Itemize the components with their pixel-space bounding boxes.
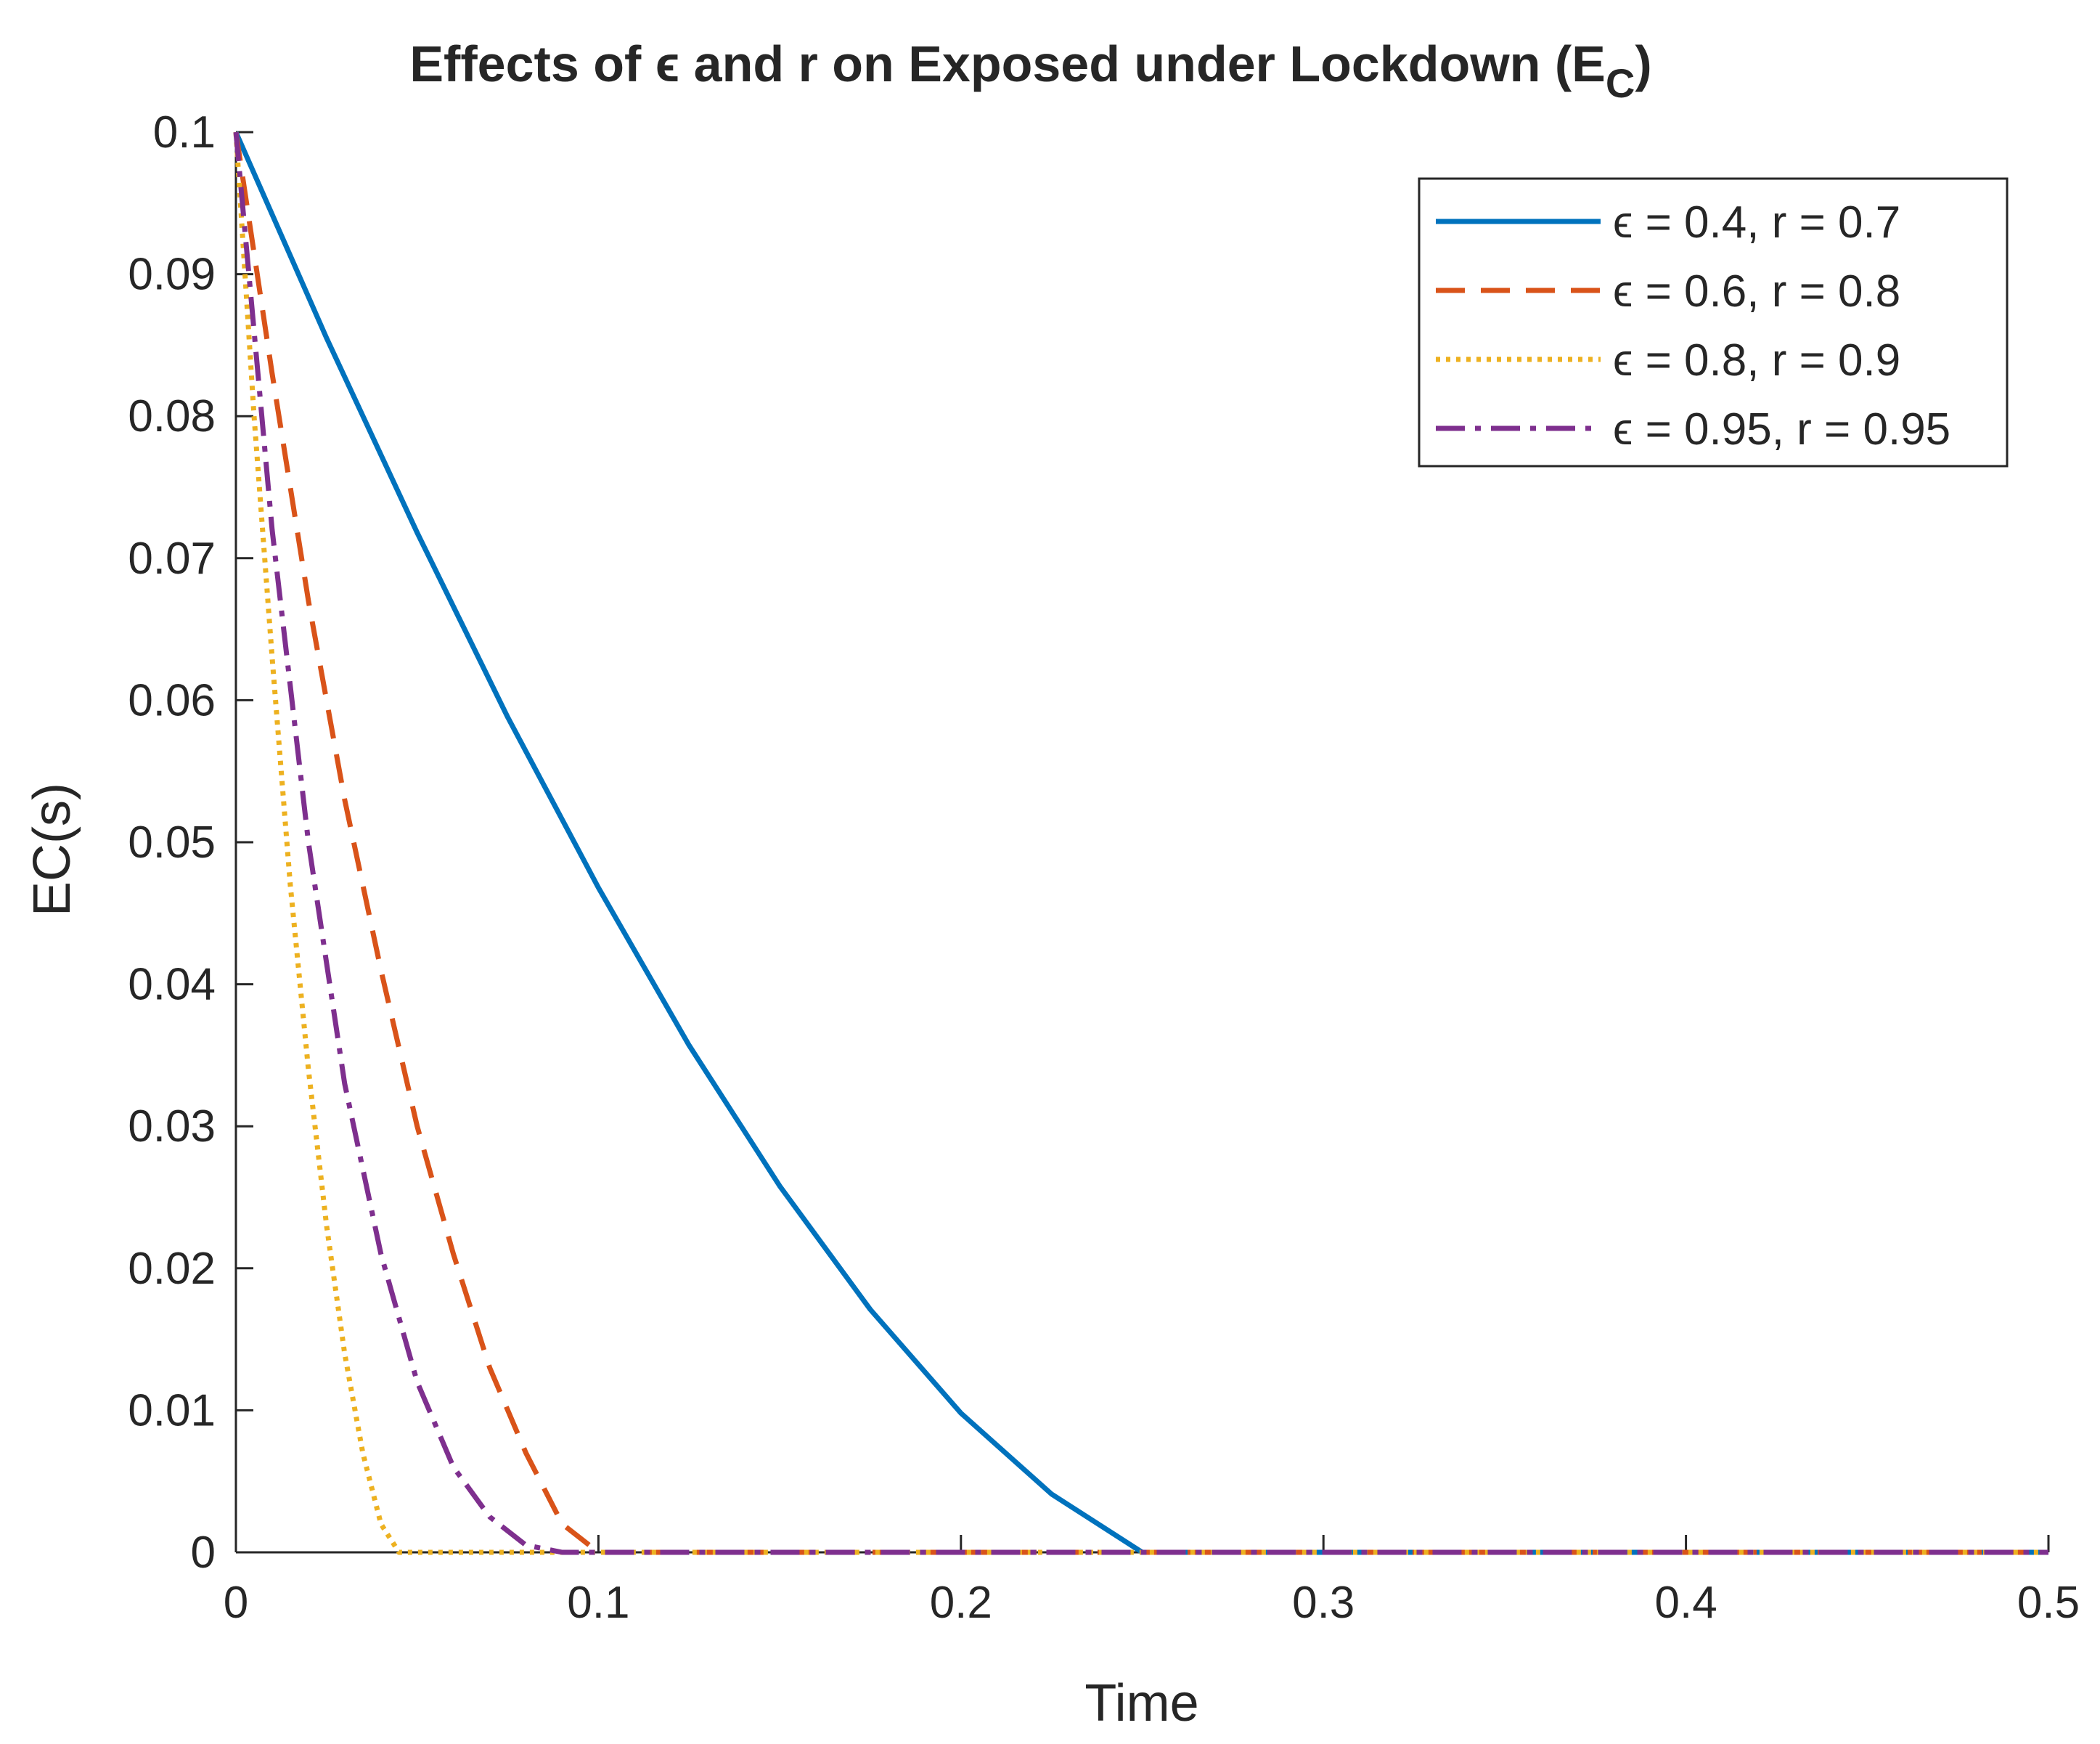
x-tick-label: 0.3 bbox=[1292, 1578, 1355, 1628]
legend-label-1: ϵ = 0.4, r = 0.7 bbox=[1613, 197, 1900, 248]
y-tick-label: 0.05 bbox=[128, 818, 216, 868]
x-ticks bbox=[234, 1535, 2050, 1552]
y-tick-label: 0.01 bbox=[128, 1385, 216, 1435]
y-ticks bbox=[236, 131, 253, 1554]
y-axis-label: EC(s) bbox=[23, 783, 81, 916]
y-tick-label: 0.09 bbox=[128, 250, 216, 300]
legend-box bbox=[1418, 177, 2009, 468]
y-tick-label: 0.08 bbox=[128, 391, 216, 441]
x-tick-label: 0.4 bbox=[1654, 1578, 1717, 1628]
chart-title-main: Effects of ϵ and r on Exposed under Lock… bbox=[409, 36, 1606, 92]
legend: ϵ = 0.4, r = 0.7 ϵ = 0.6, r = 0.8 ϵ = 0.8,… bbox=[1418, 177, 2009, 468]
x-axis-label: Time bbox=[1084, 1674, 1198, 1732]
y-tick-label: 0.03 bbox=[128, 1101, 216, 1152]
legend-label-3: ϵ = 0.8, r = 0.9 bbox=[1613, 335, 1900, 386]
y-tick-label: 0 bbox=[191, 1528, 216, 1578]
x-tick-label: 0 bbox=[224, 1578, 248, 1628]
x-tick-labels: 0 0.1 0.2 0.3 0.4 0.5 bbox=[224, 1578, 2080, 1628]
y-tick-label: 0.07 bbox=[128, 534, 216, 584]
y-tick-label: 0.02 bbox=[128, 1244, 216, 1294]
chart-title-subscript: C bbox=[1606, 60, 1635, 106]
chart-title: Effects of ϵ and r on Exposed under Lock… bbox=[409, 36, 1651, 106]
y-tick-label: 0.04 bbox=[128, 960, 216, 1010]
series-line-4 bbox=[233, 131, 2048, 1555]
series-group bbox=[233, 131, 2048, 1555]
chart-title-close: ) bbox=[1635, 36, 1651, 92]
series-line-1 bbox=[233, 131, 2048, 1555]
series-line-2 bbox=[233, 131, 2048, 1555]
y-tick-label: 0.1 bbox=[153, 107, 216, 158]
x-tick-label: 0.5 bbox=[2017, 1578, 2080, 1628]
x-tick-label: 0.2 bbox=[930, 1578, 992, 1628]
legend-label-4: ϵ = 0.95, r = 0.95 bbox=[1613, 404, 1950, 455]
x-tick-label: 0.1 bbox=[567, 1578, 629, 1628]
y-tick-labels: 0 0.01 0.02 0.03 0.04 0.05 0.06 0.07 0.08 0.09 0.1 bbox=[128, 107, 216, 1578]
legend-label-2: ϵ = 0.6, r = 0.8 bbox=[1613, 266, 1900, 317]
y-tick-label: 0.06 bbox=[128, 675, 216, 725]
